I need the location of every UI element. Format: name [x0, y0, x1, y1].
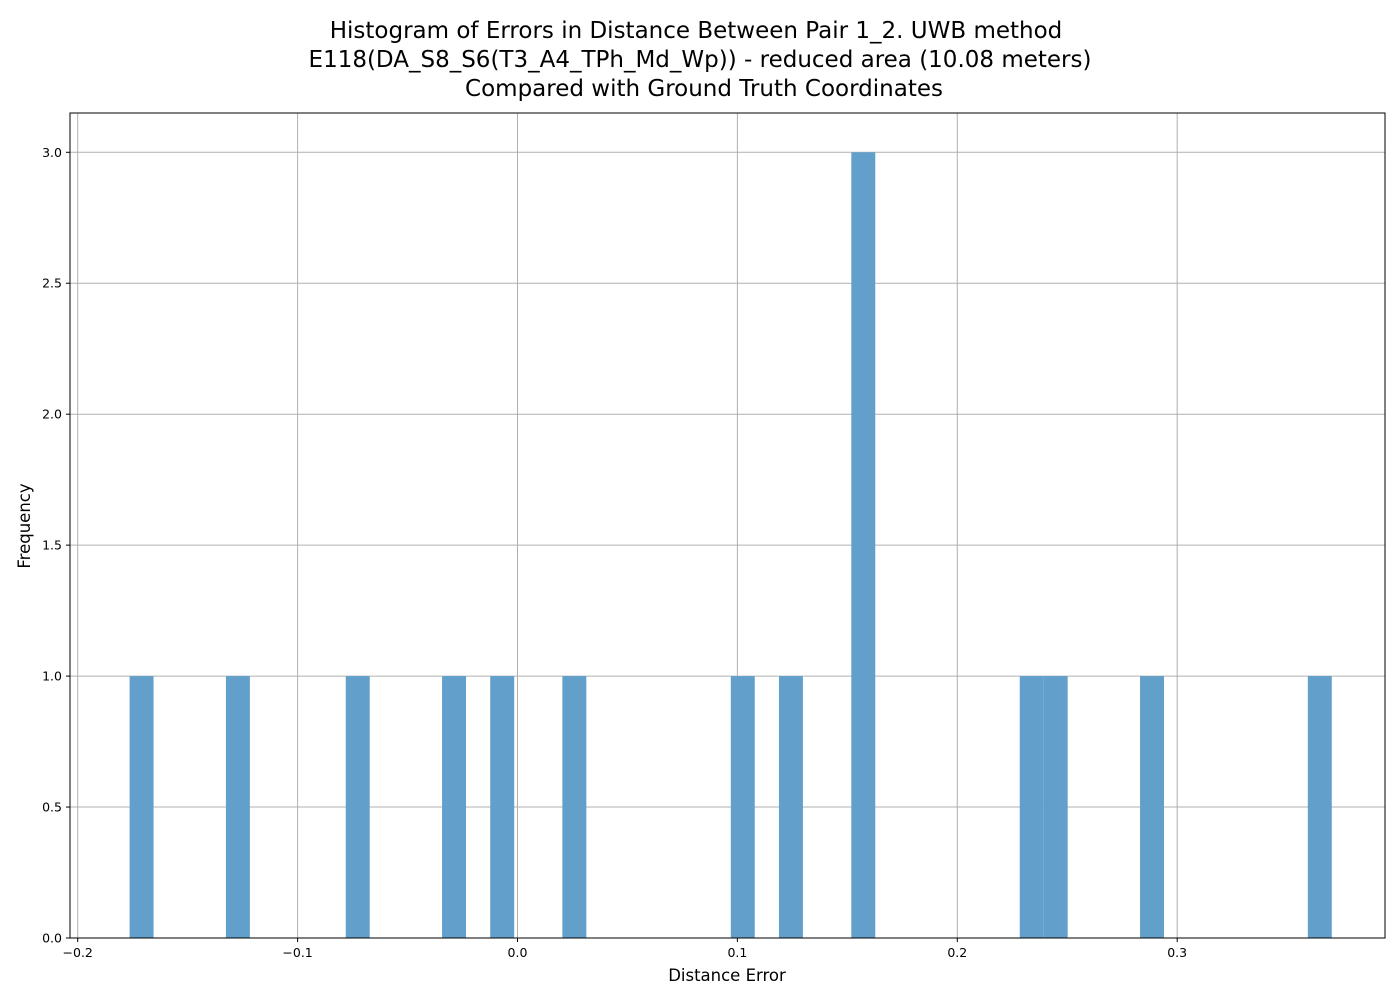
histogram-bars — [129, 152, 1332, 939]
histogram-bar — [778, 676, 803, 938]
chart-title: Histogram of Errors in Distance Between … — [309, 18, 1092, 102]
title-line-2: E118(DA_S8_S6(T3_A4_TPh_Md_Wp)) - reduce… — [309, 47, 1092, 73]
histogram-bar — [442, 676, 467, 938]
y-tick-label: 0.0 — [42, 931, 62, 946]
y-tick-label: 1.5 — [42, 538, 62, 553]
histogram-bar — [851, 152, 876, 939]
y-axis-ticks: 0.0 0.5 1.0 1.5 2.0 2.5 3.0 — [42, 145, 70, 946]
title-line-1: Histogram of Errors in Distance Between … — [330, 18, 1063, 44]
x-gridlines — [77, 113, 1178, 938]
histogram-bar — [730, 676, 755, 938]
x-tick-label: 0.0 — [508, 945, 528, 960]
y-tick-label: 1.0 — [42, 669, 62, 684]
x-tick-label: 0.3 — [1167, 945, 1187, 960]
histogram-bar — [1307, 676, 1332, 938]
x-axis-ticks: −0.2 −0.1 0.0 0.1 0.2 0.3 — [63, 938, 1187, 960]
x-axis-label: Distance Error — [668, 966, 786, 985]
histogram-bar — [1140, 676, 1165, 938]
histogram-bar — [1043, 676, 1068, 938]
title-line-3: Compared with Ground Truth Coordinates — [465, 76, 943, 102]
histogram-bar — [562, 676, 587, 938]
y-tick-label: 0.5 — [42, 800, 62, 815]
y-axis-label: Frequency — [15, 483, 34, 568]
y-tick-label: 2.5 — [42, 276, 62, 291]
plot-frame — [69, 112, 1386, 939]
x-tick-label: −0.1 — [282, 945, 312, 960]
y-tick-label: 2.0 — [42, 407, 62, 422]
y-gridlines — [70, 151, 1385, 939]
x-tick-label: 0.2 — [947, 945, 967, 960]
histogram-bar — [345, 676, 370, 938]
x-tick-label: −0.2 — [63, 945, 93, 960]
y-tick-label: 3.0 — [42, 145, 62, 160]
x-tick-label: 0.1 — [727, 945, 747, 960]
histogram-bar — [490, 676, 515, 938]
histogram-bar — [129, 676, 154, 938]
histogram-bar — [1019, 676, 1044, 938]
histogram-bar — [225, 676, 250, 938]
